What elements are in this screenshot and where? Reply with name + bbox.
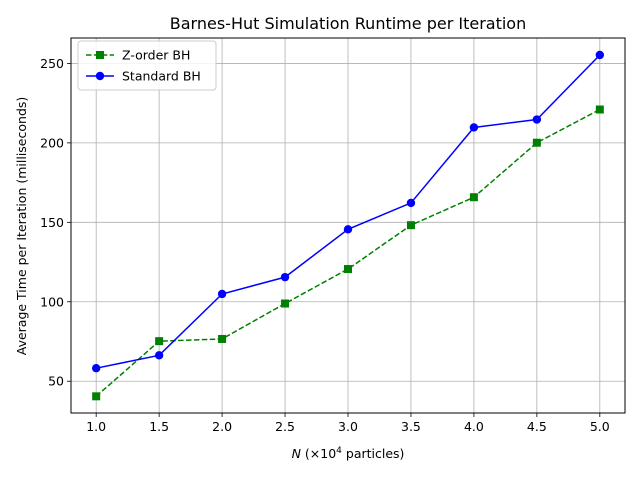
data-point-z-order-bh <box>155 337 164 346</box>
data-point-standard-bh <box>154 351 164 360</box>
x-tick-label: 1.0 <box>86 419 106 434</box>
x-axis-label: N (×104 particles) <box>292 446 405 461</box>
legend-item-z-order: Z-order BH <box>86 48 190 63</box>
data-point-z-order-bh <box>218 334 227 343</box>
data-point-standard-bh <box>532 115 542 124</box>
x-tick-label: 1.5 <box>149 419 169 434</box>
legend-label-z-order: Z-order BH <box>122 48 190 63</box>
y-tick-label: 150 <box>40 215 64 230</box>
data-point-standard-bh <box>406 198 416 208</box>
data-point-standard-bh <box>595 50 605 60</box>
data-point-z-order-bh <box>92 392 101 401</box>
legend-frame <box>77 40 217 91</box>
x-tick-label: 3.0 <box>338 419 358 434</box>
legend-marker-circle <box>95 71 105 81</box>
y-tick-label: 100 <box>40 294 64 309</box>
data-point-z-order-bh <box>344 265 352 274</box>
legend-item-standard: Standard BH <box>86 69 201 84</box>
x-tick-label: 2.0 <box>212 419 232 434</box>
y-tick-label: 250 <box>40 56 64 71</box>
x-axis-label-suffix: particles) <box>342 446 405 461</box>
x-tick-label: 5.0 <box>590 419 610 434</box>
data-point-z-order-bh <box>281 299 290 308</box>
x-axis-label-variable: N <box>292 446 302 461</box>
series-line-z-order-bh <box>95 108 601 397</box>
y-tick-label: 50 <box>48 374 64 389</box>
data-point-z-order-bh <box>406 221 415 230</box>
data-point-standard-bh <box>280 272 290 282</box>
data-point-z-order-bh <box>595 105 604 114</box>
y-tick-label: 200 <box>40 135 64 150</box>
data-point-standard-bh <box>469 123 479 132</box>
x-tick-label: 4.5 <box>527 419 547 434</box>
x-axis-label-exponent: 4 <box>336 446 342 456</box>
legend-label-standard: Standard BH <box>122 69 201 84</box>
series-group <box>91 50 605 401</box>
x-tick-label: 3.5 <box>401 419 421 434</box>
chart-title: Barnes-Hut Simulation Runtime per Iterat… <box>170 14 526 33</box>
legend: Z-order BH Standard BH <box>77 40 217 91</box>
x-axis-label-mid: (×10 <box>301 446 336 461</box>
data-point-standard-bh <box>217 289 227 299</box>
data-point-standard-bh <box>343 225 353 234</box>
axis-ticks: 1.0 1.5 2.0 2.5 3.0 3.5 4.0 4.5 5.0 50 100 150 200 25… <box>40 56 610 434</box>
data-point-z-order-bh <box>469 193 478 202</box>
data-point-standard-bh <box>91 363 101 373</box>
legend-marker-square <box>96 51 104 59</box>
series-z-order-bh <box>92 105 604 401</box>
x-tick-label: 4.0 <box>464 419 484 434</box>
x-tick-label: 2.5 <box>275 419 295 434</box>
series-standard-bh <box>91 50 605 373</box>
data-point-z-order-bh <box>532 138 541 147</box>
y-axis-label: Average Time per Iteration (milliseconds… <box>14 97 29 356</box>
